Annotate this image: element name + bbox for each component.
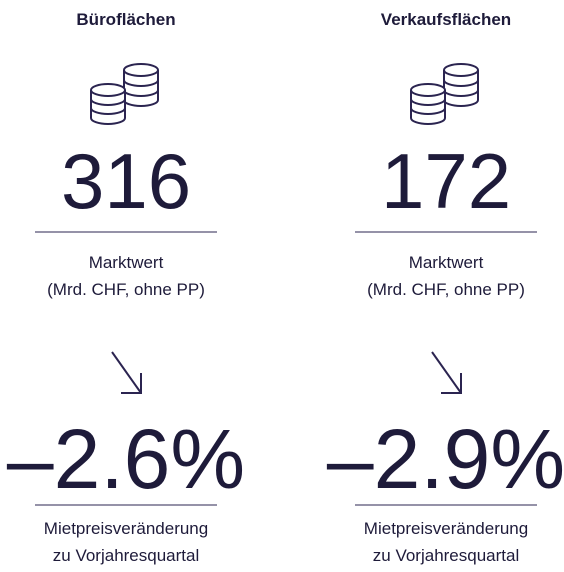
change-value: –2.6% — [7, 412, 245, 506]
coins-icon — [410, 63, 479, 125]
market-value: 172 — [381, 137, 511, 225]
column: Verkaufsflächen 172 Marktwert (Mrd. CHF, oh… — [327, 10, 564, 565]
column: Büroflächen 316 Marktwert (Mrd. CHF, ohne P… — [7, 10, 245, 565]
value-label: (Mrd. CHF, ohne PP) — [47, 280, 205, 299]
column-title: Verkaufsflächen — [381, 10, 511, 29]
change-label: Mietpreisveränderung — [44, 519, 208, 538]
value-label: Marktwert — [89, 253, 164, 272]
coins-icon — [90, 63, 159, 125]
trend-arrow — [431, 351, 462, 394]
value-label: (Mrd. CHF, ohne PP) — [367, 280, 525, 299]
change-value: –2.9% — [327, 412, 564, 506]
column-title: Büroflächen — [76, 10, 175, 29]
market-value: 316 — [61, 137, 191, 225]
change-label: zu Vorjahresquartal — [53, 546, 199, 565]
value-label: Marktwert — [409, 253, 484, 272]
change-label: Mietpreisveränderung — [364, 519, 528, 538]
trend-arrow — [111, 351, 142, 394]
change-label: zu Vorjahresquartal — [373, 546, 519, 565]
